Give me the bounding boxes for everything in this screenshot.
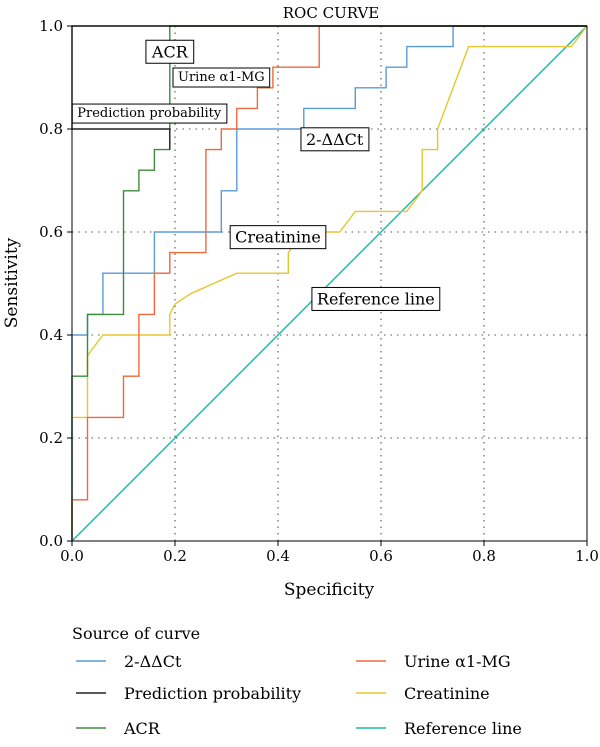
- y-tick-label: 0.6: [39, 223, 63, 241]
- legend: 2-ΔΔCt Urine α1-MG Prediction probability C…: [76, 652, 522, 738]
- plot-frame: [71, 25, 588, 542]
- annotation-label: 2-ΔΔCt: [306, 130, 364, 149]
- annotation-label: Urine α1-MG: [178, 70, 265, 85]
- x-tick-label: 0.0: [60, 547, 84, 565]
- x-axis-title: Specificity: [284, 580, 375, 600]
- legend-item: 2-ΔΔCt: [76, 652, 182, 671]
- legend-item: Creatinine: [356, 684, 490, 703]
- annotation-box: Urine α1-MG: [172, 67, 271, 88]
- y-axis-title: Sensitivity: [2, 237, 22, 328]
- x-tick-label: 0.4: [266, 547, 290, 565]
- y-tick-label: 1.0: [39, 17, 63, 35]
- legend-label: Urine α1-MG: [404, 652, 511, 671]
- legend-item: Prediction probability: [76, 684, 301, 703]
- legend-label: 2-ΔΔCt: [124, 652, 182, 671]
- x-tick-label: 0.6: [369, 547, 393, 565]
- legend-label: Reference line: [404, 719, 522, 738]
- annotation-label: ACR: [151, 42, 189, 61]
- y-tick-label: 0.8: [39, 120, 63, 138]
- annotation-label: Prediction probability: [77, 106, 222, 121]
- annotation-frame: [172, 67, 271, 88]
- annotation-box: Creatinine: [229, 225, 327, 250]
- y-tick-label: 0.0: [39, 532, 63, 550]
- legend-title: Source of curve: [72, 624, 200, 643]
- annotation-box: Reference line: [311, 286, 441, 311]
- annotation-frame: [300, 127, 370, 152]
- axis-ticks: 0.0 0.2 0.4 0.6 0.8 1.0 0.0 0.2 0.4 0.6 0.8 1.0: [39, 17, 599, 565]
- legend-item: Reference line: [356, 719, 522, 738]
- legend-item: Urine α1-MG: [356, 652, 511, 671]
- series-lines: [71, 25, 588, 542]
- chart-title: ROC CURVE: [283, 4, 380, 22]
- annotation-frame: [145, 39, 195, 64]
- annotation-label: Creatinine: [235, 228, 321, 247]
- legend-item: ACR: [76, 719, 161, 738]
- y-tick-label: 0.2: [39, 429, 63, 447]
- annotation-box: 2-ΔΔCt: [300, 127, 370, 152]
- y-tick-label: 0.4: [39, 326, 63, 344]
- annotation-frame: [71, 103, 228, 124]
- annotation-frame: [229, 225, 327, 250]
- annotations: ACR Urine α1-MG Prediction probability 2-ΔΔ…: [71, 39, 441, 311]
- annotation-box: Prediction probability: [71, 103, 228, 124]
- x-tick-label: 0.8: [472, 547, 496, 565]
- legend-label: ACR: [123, 719, 161, 738]
- annotation-label: Reference line: [317, 289, 435, 308]
- annotation-box: ACR: [145, 39, 195, 64]
- legend-label: Creatinine: [404, 684, 490, 703]
- x-tick-label: 0.2: [163, 547, 187, 565]
- series-line-reference-line: [71, 25, 588, 542]
- series-line-urine-1-mg: [71, 25, 587, 541]
- legend-label: Prediction probability: [124, 684, 301, 703]
- x-tick-label: 1.0: [575, 547, 599, 565]
- series-line-creatinine: [71, 25, 588, 541]
- annotation-frame: [311, 286, 441, 311]
